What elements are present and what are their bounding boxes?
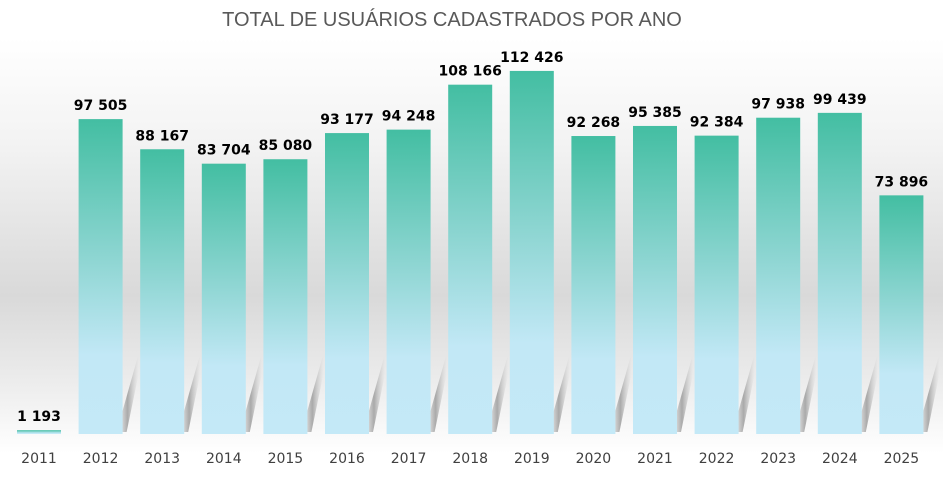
bar-2020	[571, 136, 616, 434]
data-label-2016: 93 177	[320, 112, 374, 128]
x-tick-label: 2014	[206, 451, 242, 467]
x-tick-label: 2019	[514, 451, 550, 467]
data-label-2019: 112 426	[500, 50, 563, 66]
bar-shadow	[116, 354, 139, 432]
x-tick-label: 2023	[760, 451, 796, 467]
data-label-2022: 92 384	[690, 115, 744, 131]
data-label-2025: 73 896	[875, 174, 929, 190]
data-label-2023: 97 938	[751, 97, 805, 113]
bar-2013	[140, 149, 185, 434]
data-label-2014: 83 704	[197, 143, 251, 159]
bar-2022	[694, 135, 739, 434]
x-tick-label: 2013	[144, 451, 180, 467]
x-tick-label: 2017	[391, 451, 427, 467]
bar-2023	[756, 117, 801, 434]
x-tick-label: 2015	[268, 451, 304, 467]
data-label-2011: 1 193	[17, 409, 61, 425]
bar-2015	[263, 159, 308, 434]
chart-title: TOTAL DE USUÁRIOS CADASTRADOS POR ANO	[222, 8, 682, 31]
x-tick-label: 2012	[83, 451, 119, 467]
x-tick-label: 2018	[452, 451, 488, 467]
x-tick-label: 2020	[576, 451, 612, 467]
bar-2011	[17, 430, 61, 434]
bar-2016	[325, 133, 369, 435]
x-tick-label: 2025	[884, 451, 920, 467]
bar-2025	[879, 195, 924, 434]
bar-2014	[201, 163, 246, 434]
data-label-2018: 108 166	[439, 64, 502, 80]
x-tick-label: 2011	[21, 451, 57, 467]
data-label-2021: 95 385	[628, 105, 682, 121]
x-tick-label: 2016	[329, 451, 365, 467]
x-tick-label: 2022	[699, 451, 735, 467]
bar-2012	[78, 119, 123, 434]
bar-2018	[448, 84, 493, 435]
bar-2017	[386, 129, 431, 434]
data-label-2020: 92 268	[567, 115, 621, 131]
bar-2024	[817, 112, 862, 434]
data-label-2013: 88 167	[135, 128, 189, 144]
data-label-2024: 99 439	[813, 92, 867, 108]
bar-2021	[633, 125, 677, 434]
data-label-2015: 85 080	[259, 138, 313, 154]
data-label-2017: 94 248	[382, 109, 436, 125]
bar-2019	[509, 70, 554, 434]
data-label-2012: 97 505	[74, 98, 128, 114]
x-tick-label: 2024	[822, 451, 858, 467]
x-tick-label: 2021	[637, 451, 673, 467]
